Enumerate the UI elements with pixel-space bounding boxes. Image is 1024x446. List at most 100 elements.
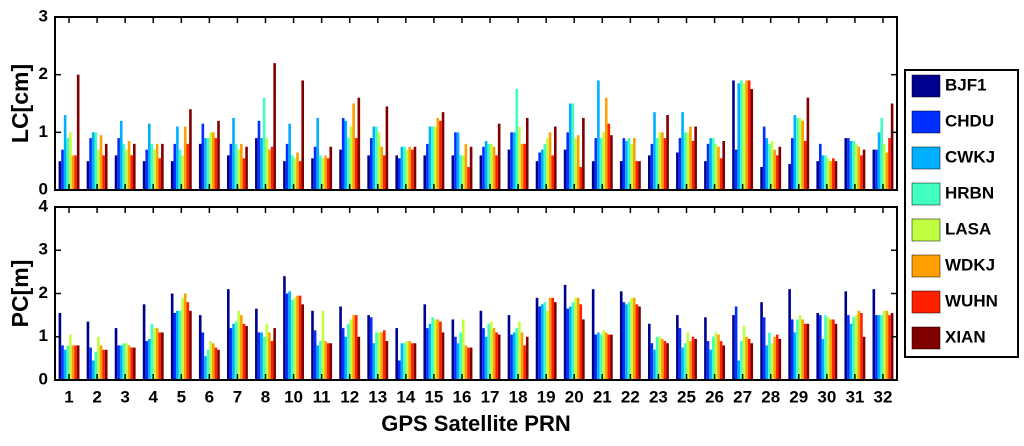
bar [242, 323, 246, 380]
bar [405, 149, 409, 190]
bar [849, 140, 853, 190]
bar [125, 149, 128, 190]
bar [217, 120, 220, 190]
bar [847, 315, 850, 380]
bar [395, 155, 399, 190]
bar [566, 308, 570, 380]
bar [689, 341, 692, 380]
plot-frame [54, 16, 898, 191]
bar [94, 132, 98, 190]
bar [551, 155, 554, 190]
bar [487, 323, 491, 380]
bar [469, 347, 473, 380]
bar [793, 332, 797, 380]
bar [464, 143, 468, 190]
bar [844, 138, 848, 190]
bar [293, 297, 297, 380]
bar [301, 304, 305, 380]
bar [283, 161, 286, 190]
y-tick-label: 3 [39, 240, 48, 259]
bar [130, 347, 133, 380]
bar [512, 132, 516, 190]
bar [76, 74, 80, 190]
bar [709, 138, 712, 190]
bar [610, 334, 613, 380]
bar [875, 315, 878, 380]
x-tick-label: 16 [453, 387, 472, 406]
bar [714, 332, 718, 380]
bar [525, 336, 529, 380]
legend-label: LASA [945, 219, 991, 238]
bar [520, 332, 524, 380]
bar [117, 138, 120, 190]
bar [403, 146, 406, 190]
bar [74, 155, 77, 190]
bar [408, 146, 412, 190]
bar [71, 345, 75, 380]
bar [678, 328, 682, 380]
bar [114, 155, 118, 190]
bar [796, 319, 799, 380]
y-tick-label: 0 [39, 369, 48, 388]
bar [655, 138, 659, 190]
bar [801, 120, 804, 190]
bar [834, 323, 838, 380]
x-tick-label: 30 [817, 387, 836, 406]
bar [204, 138, 207, 190]
bar [257, 332, 261, 380]
bar [877, 132, 881, 190]
bar [114, 328, 118, 380]
bar [290, 155, 294, 190]
bar [237, 149, 241, 190]
bar [806, 97, 810, 190]
bar [226, 155, 230, 190]
bar [717, 334, 720, 380]
bar [658, 336, 662, 380]
bar [821, 155, 825, 190]
bar [398, 360, 401, 380]
x-tick-label: 20 [565, 387, 584, 406]
bar [862, 336, 866, 380]
bar [339, 149, 342, 190]
bar [456, 132, 460, 190]
bar [58, 161, 62, 190]
bar [523, 143, 526, 190]
bar [819, 143, 822, 190]
bar [576, 135, 580, 190]
bar [591, 289, 595, 380]
x-tick-label: 26 [705, 387, 724, 406]
bar [117, 345, 120, 380]
x-tick-label: 5 [177, 387, 186, 406]
legend-swatch [911, 74, 941, 98]
bar [245, 325, 248, 380]
bar [806, 323, 810, 380]
bar [594, 334, 598, 380]
bar [773, 149, 776, 190]
bar [229, 328, 233, 380]
bar [882, 143, 886, 190]
x-tick-label: 15 [424, 387, 443, 406]
bar [97, 149, 100, 190]
bar [326, 158, 330, 190]
bar [265, 323, 269, 380]
bar [423, 304, 427, 380]
bar [824, 315, 827, 380]
bar [357, 336, 361, 380]
bar [204, 356, 207, 380]
bar [181, 155, 184, 190]
bar [426, 328, 429, 380]
bar [214, 138, 218, 190]
bar [722, 345, 726, 380]
bar [525, 117, 529, 190]
bar [441, 112, 445, 190]
bar [464, 345, 468, 380]
x-tick-label: 32 [874, 387, 893, 406]
legend-swatch [911, 110, 941, 134]
y-tick-label: 4 [39, 196, 49, 215]
legend-swatch [911, 290, 941, 314]
bar [226, 289, 230, 380]
bar [742, 325, 746, 380]
bar [686, 132, 690, 190]
bar [441, 332, 445, 380]
